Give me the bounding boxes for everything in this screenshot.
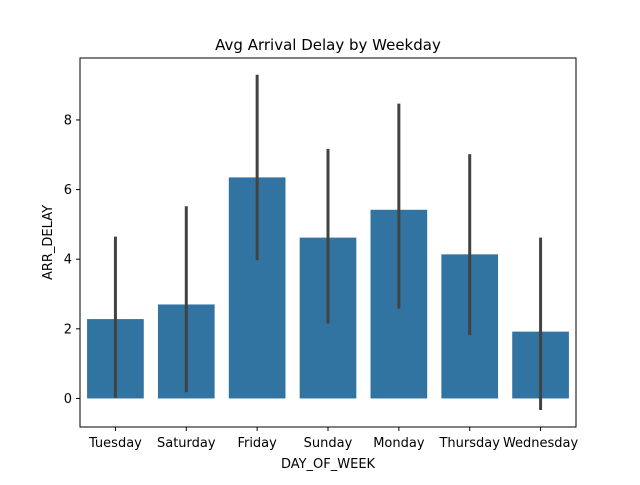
x-tick-label: Thursday [438, 436, 500, 451]
x-tick-label: Wednesday [503, 436, 579, 451]
chart-title: Avg Arrival Delay by Weekday [215, 36, 441, 54]
y-tick-label: 4 [64, 253, 72, 268]
y-axis: 0 2 4 6 8 [64, 113, 80, 407]
x-tick-label: Monday [373, 436, 425, 451]
x-tick-label: Friday [237, 436, 277, 451]
y-tick-label: 2 [64, 322, 72, 337]
error-bars-layer [113, 74, 543, 410]
y-tick-label: 0 [64, 392, 72, 407]
x-axis: Tuesday Saturday Friday Sunday Monday Thursda… [88, 427, 579, 451]
y-axis-label: ARR_DELAY [41, 205, 56, 280]
x-tick-label: Saturday [157, 436, 216, 451]
y-tick-label: 6 [64, 183, 72, 198]
x-axis-label: DAY_OF_WEEK [281, 457, 376, 472]
y-tick-label: 8 [64, 113, 72, 128]
x-tick-label: Sunday [304, 436, 353, 451]
x-tick-label: Tuesday [88, 436, 142, 451]
